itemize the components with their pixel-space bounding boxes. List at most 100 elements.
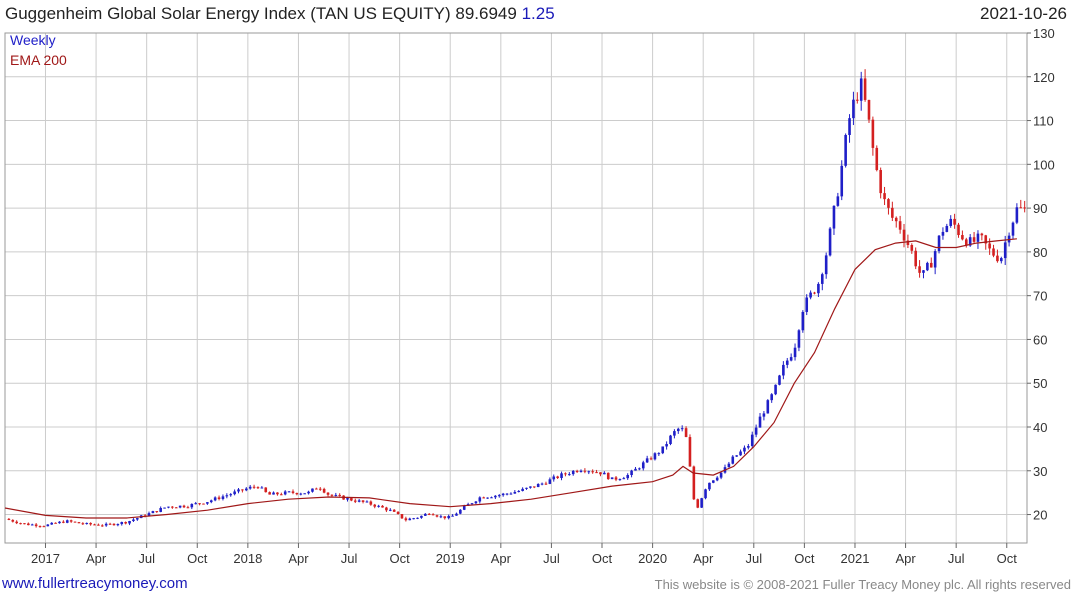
candle-body bbox=[622, 478, 626, 480]
candle-body bbox=[801, 311, 805, 331]
plot-frame bbox=[4, 32, 1028, 544]
candle-body bbox=[295, 492, 299, 495]
candle-body bbox=[972, 237, 976, 242]
candle-body bbox=[731, 456, 735, 464]
candle-body bbox=[350, 498, 353, 501]
candle-body bbox=[237, 489, 240, 492]
candle-body bbox=[552, 476, 556, 480]
candle-body bbox=[992, 248, 995, 256]
candle-body bbox=[400, 514, 404, 519]
candle-body bbox=[836, 196, 840, 206]
candle-body bbox=[887, 199, 890, 208]
candle-body bbox=[653, 453, 657, 460]
candle-body bbox=[739, 451, 742, 456]
candle-body bbox=[665, 444, 668, 447]
candle-body bbox=[634, 468, 637, 471]
y-tick-label: 50 bbox=[1033, 376, 1047, 391]
candle-body bbox=[353, 500, 357, 502]
x-tick-label: 2021 bbox=[841, 551, 870, 566]
candle-body bbox=[700, 498, 703, 508]
candle-body bbox=[556, 476, 559, 479]
candle-body bbox=[459, 509, 462, 514]
candle-body bbox=[65, 520, 69, 523]
candle-body bbox=[116, 524, 120, 526]
candle-body bbox=[486, 497, 489, 499]
site-link[interactable]: www.fullertreacymoney.com bbox=[2, 575, 188, 592]
candle-body bbox=[762, 413, 766, 417]
candle-body bbox=[241, 489, 244, 491]
candle-body bbox=[517, 490, 521, 492]
candle-body bbox=[844, 134, 847, 166]
candle-body bbox=[346, 498, 349, 500]
candle-body bbox=[953, 218, 956, 225]
candle-body bbox=[641, 462, 645, 469]
candle-body bbox=[785, 360, 789, 365]
candle-body bbox=[280, 494, 283, 496]
candle-body bbox=[412, 518, 415, 520]
y-axis: 20 30 40 50 60 70 80 90 100 110 120 130 bbox=[1027, 26, 1055, 523]
candle-body bbox=[62, 521, 65, 523]
candle-body bbox=[529, 486, 532, 488]
candle-body bbox=[392, 509, 396, 512]
x-tick-label: Apr bbox=[288, 551, 309, 566]
candle-body bbox=[1000, 258, 1003, 262]
candle-body bbox=[704, 489, 707, 499]
candle-body bbox=[945, 225, 949, 232]
candle-body bbox=[626, 475, 629, 479]
candle-body bbox=[797, 330, 801, 348]
candle-body bbox=[599, 472, 602, 475]
candle-body bbox=[712, 480, 715, 483]
candle-body bbox=[996, 255, 999, 262]
legend-ema-200: EMA 200 bbox=[10, 52, 67, 68]
legend-weekly: Weekly bbox=[10, 32, 56, 48]
candle-body bbox=[727, 463, 731, 468]
candle-body bbox=[167, 506, 170, 508]
candle-body bbox=[159, 508, 162, 512]
candle-body bbox=[509, 493, 513, 495]
candle-body bbox=[202, 503, 205, 505]
candle-body bbox=[941, 231, 945, 236]
candle-body bbox=[961, 235, 964, 240]
candle-body bbox=[38, 526, 42, 528]
y-tick-label: 130 bbox=[1033, 26, 1055, 41]
candle-body bbox=[182, 505, 186, 508]
candle-body bbox=[361, 500, 365, 502]
candle-body bbox=[719, 472, 723, 478]
x-tick-label: 2019 bbox=[436, 551, 465, 566]
candle-body bbox=[933, 251, 937, 268]
candle-body bbox=[497, 495, 501, 497]
candle-body bbox=[69, 520, 73, 522]
candle-body bbox=[264, 487, 268, 493]
candle-series bbox=[7, 69, 1026, 528]
candle-body bbox=[606, 472, 610, 480]
candle-body bbox=[27, 523, 30, 526]
candle-body bbox=[54, 522, 57, 524]
candle-body bbox=[964, 239, 968, 246]
candle-body bbox=[147, 513, 151, 517]
candle-body bbox=[754, 427, 758, 435]
candle-body bbox=[914, 250, 917, 267]
x-tick-label: 2020 bbox=[638, 551, 667, 566]
candle-body bbox=[381, 505, 384, 508]
copyright-note: This website is © 2008-2021 Fuller Treac… bbox=[654, 577, 1071, 592]
candle-body bbox=[544, 483, 548, 485]
y-tick-label: 120 bbox=[1033, 70, 1055, 85]
y-tick-label: 110 bbox=[1033, 114, 1054, 129]
candle-body bbox=[174, 507, 178, 509]
candle-body bbox=[396, 511, 400, 515]
candle-body bbox=[225, 495, 229, 497]
candle-body bbox=[311, 488, 314, 492]
candle-body bbox=[579, 470, 583, 472]
candle-body bbox=[112, 523, 116, 526]
candle-body bbox=[357, 500, 361, 502]
candle-body bbox=[505, 493, 509, 495]
candle-body bbox=[388, 509, 392, 511]
x-tick-label: Jul bbox=[138, 551, 155, 566]
candle-body bbox=[778, 375, 781, 385]
candle-body bbox=[782, 364, 785, 376]
candle-body bbox=[852, 99, 855, 119]
candle-body bbox=[178, 505, 182, 508]
candle-body bbox=[244, 488, 248, 491]
candle-body bbox=[206, 502, 209, 504]
candle-body bbox=[926, 262, 929, 271]
